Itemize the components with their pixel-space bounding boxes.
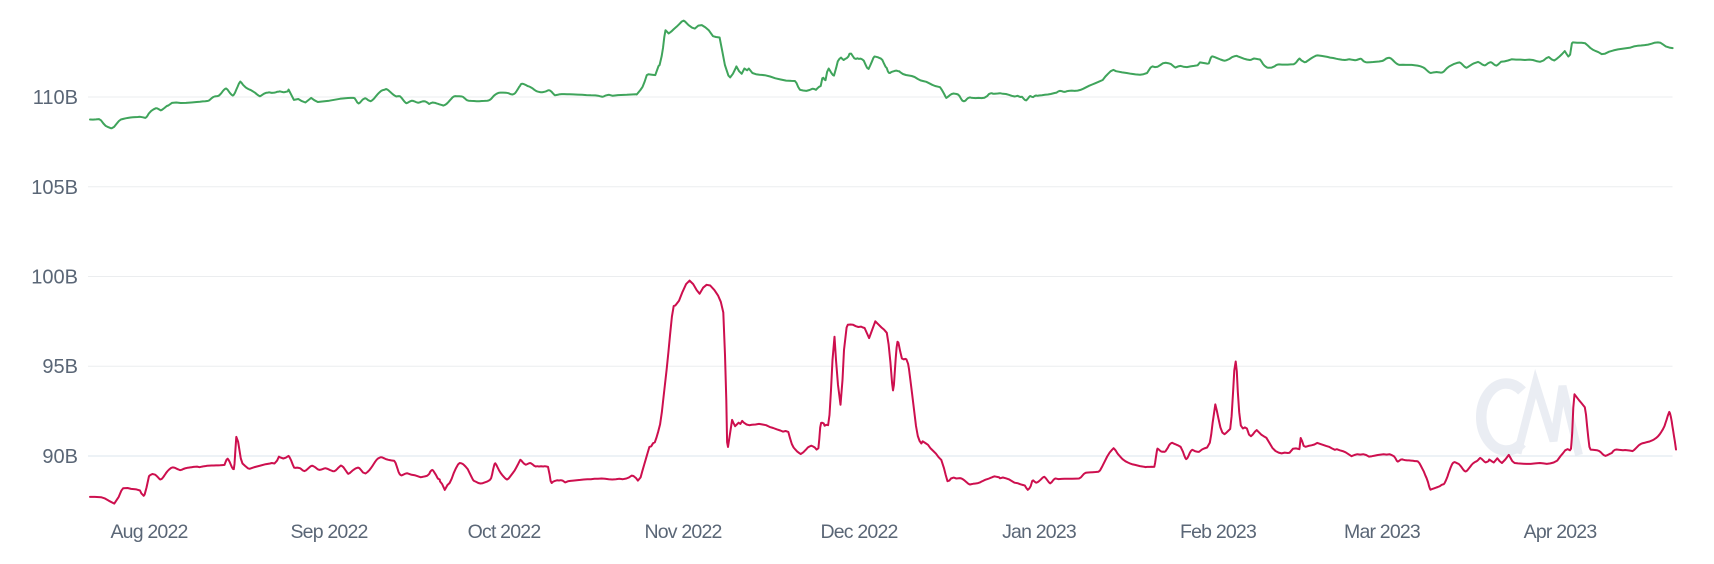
svg-text:90B: 90B [42,446,78,468]
svg-text:95B: 95B [42,356,78,378]
svg-text:Oct 2022: Oct 2022 [468,521,541,543]
svg-text:Sep 2022: Sep 2022 [290,521,367,543]
svg-text:Aug 2022: Aug 2022 [110,521,187,543]
svg-text:Mar 2023: Mar 2023 [1344,521,1420,543]
svg-text:Feb 2023: Feb 2023 [1180,521,1256,543]
svg-text:Apr 2023: Apr 2023 [1524,521,1597,543]
svg-text:Dec 2022: Dec 2022 [820,521,897,543]
svg-text:Nov 2022: Nov 2022 [644,521,721,543]
svg-text:Jan 2023: Jan 2023 [1002,521,1076,543]
svg-text:105B: 105B [31,177,78,199]
svg-text:110B: 110B [33,87,78,109]
svg-text:100B: 100B [31,267,78,289]
